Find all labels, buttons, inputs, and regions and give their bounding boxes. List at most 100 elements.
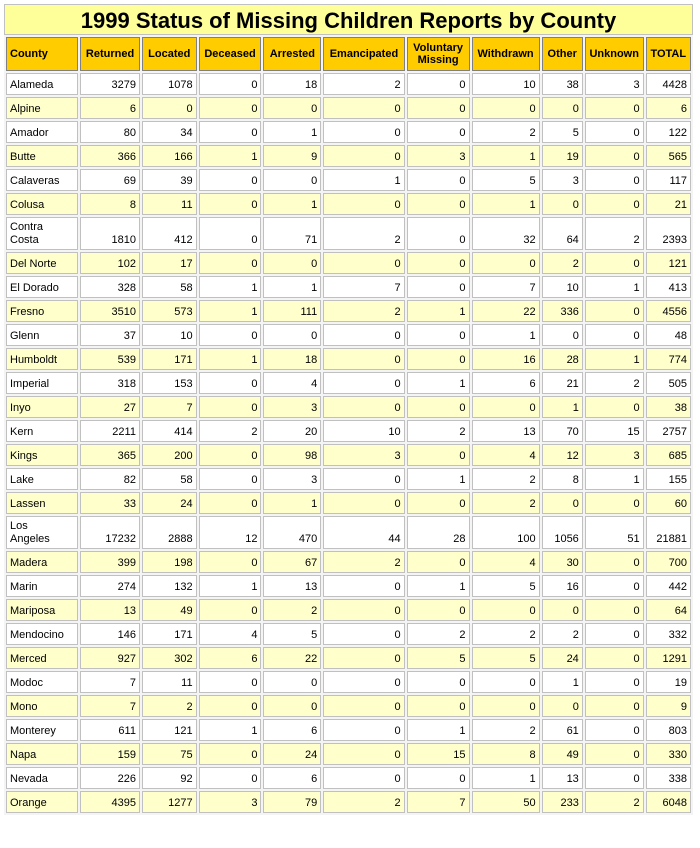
count-cell-unknown: 0: [584, 169, 644, 191]
count-cell-arrested: 71: [263, 217, 322, 250]
count-cell-located: 0: [141, 97, 197, 119]
column-header-voluntary-missing: Voluntary Missing: [406, 37, 470, 71]
count-cell-emancipated: 2: [323, 73, 405, 95]
report-title: 1999 Status of Missing Children Reports …: [4, 4, 693, 35]
count-cell-voluntary-missing: 0: [406, 767, 470, 789]
count-cell-returned: 366: [80, 145, 140, 167]
count-cell-deceased: 2: [198, 420, 262, 442]
count-cell-arrested: 3: [263, 468, 322, 490]
count-cell-other: 0: [541, 599, 583, 621]
count-cell-arrested: 2: [263, 599, 322, 621]
count-cell-deceased: 0: [198, 468, 262, 490]
count-cell-returned: 17232: [80, 516, 140, 549]
count-cell-withdrawn: 32: [471, 217, 540, 250]
table-row: Lake 82 58 0 3 0 1 2 8 1 155: [6, 468, 691, 490]
count-cell-total: 442: [645, 575, 691, 597]
table-row: Calaveras 69 39 0 0 1 0 5 3 0 117: [6, 169, 691, 191]
count-cell-emancipated: 0: [323, 193, 405, 215]
count-cell-returned: 3510: [80, 300, 140, 322]
count-cell-other: 5: [541, 121, 583, 143]
table-row: Amador 80 34 0 1 0 0 2 5 0 122: [6, 121, 691, 143]
column-header-total: TOTAL: [645, 37, 691, 71]
count-cell-other: 1: [541, 671, 583, 693]
county-name-cell: Mendocino: [6, 623, 79, 645]
count-cell-other: 24: [541, 647, 583, 669]
count-cell-located: 2888: [141, 516, 197, 549]
count-cell-unknown: 1: [584, 276, 644, 298]
count-cell-total: 803: [645, 719, 691, 741]
count-cell-deceased: 0: [198, 252, 262, 274]
county-name-cell: Colusa: [6, 193, 79, 215]
table-row: Napa 159 75 0 24 0 15 8 49 0 330: [6, 743, 691, 765]
county-name-cell: Lassen: [6, 492, 79, 514]
count-cell-total: 332: [645, 623, 691, 645]
count-cell-located: 198: [141, 551, 197, 573]
count-cell-emancipated: 0: [323, 324, 405, 346]
count-cell-unknown: 0: [584, 719, 644, 741]
count-cell-arrested: 1: [263, 492, 322, 514]
count-cell-unknown: 2: [584, 217, 644, 250]
count-cell-other: 0: [541, 324, 583, 346]
count-cell-deceased: 1: [198, 348, 262, 370]
count-cell-other: 16: [541, 575, 583, 597]
table-row: Orange 4395 1277 3 79 2 7 50 233 2 6048: [6, 791, 691, 813]
count-cell-voluntary-missing: 0: [406, 492, 470, 514]
count-cell-returned: 69: [80, 169, 140, 191]
count-cell-withdrawn: 5: [471, 647, 540, 669]
column-header-deceased: Deceased: [198, 37, 262, 71]
count-cell-other: 2: [541, 252, 583, 274]
count-cell-voluntary-missing: 0: [406, 169, 470, 191]
count-cell-deceased: 0: [198, 444, 262, 466]
count-cell-withdrawn: 1: [471, 145, 540, 167]
count-cell-unknown: 0: [584, 492, 644, 514]
count-cell-located: 573: [141, 300, 197, 322]
count-cell-returned: 3279: [80, 73, 140, 95]
count-cell-unknown: 0: [584, 396, 644, 418]
count-cell-emancipated: 2: [323, 217, 405, 250]
county-name-cell: Del Norte: [6, 252, 79, 274]
count-cell-emancipated: 0: [323, 97, 405, 119]
table-row: Humboldt 539 171 1 18 0 0 16 28 1 774: [6, 348, 691, 370]
count-cell-withdrawn: 6: [471, 372, 540, 394]
count-cell-voluntary-missing: 3: [406, 145, 470, 167]
count-cell-returned: 159: [80, 743, 140, 765]
count-cell-deceased: 0: [198, 396, 262, 418]
table-body: Alameda 3279 1078 0 18 2 0 10 38 3 4428 Alpine 6 0 0 0 0…: [6, 73, 691, 813]
count-cell-total: 685: [645, 444, 691, 466]
count-cell-deceased: 0: [198, 599, 262, 621]
count-cell-located: 121: [141, 719, 197, 741]
count-cell-voluntary-missing: 0: [406, 695, 470, 717]
count-cell-returned: 399: [80, 551, 140, 573]
count-cell-located: 200: [141, 444, 197, 466]
column-header-emancipated: Emancipated: [323, 37, 405, 71]
table-row: Butte 366 166 1 9 0 3 1 19 0 565: [6, 145, 691, 167]
count-cell-arrested: 111: [263, 300, 322, 322]
count-cell-withdrawn: 0: [471, 695, 540, 717]
count-cell-voluntary-missing: 0: [406, 276, 470, 298]
count-cell-emancipated: 3: [323, 444, 405, 466]
count-cell-other: 64: [541, 217, 583, 250]
count-cell-unknown: 1: [584, 348, 644, 370]
count-cell-located: 414: [141, 420, 197, 442]
count-cell-other: 8: [541, 468, 583, 490]
count-cell-unknown: 0: [584, 599, 644, 621]
count-cell-total: 9: [645, 695, 691, 717]
count-cell-unknown: 0: [584, 647, 644, 669]
count-cell-withdrawn: 1: [471, 324, 540, 346]
count-cell-withdrawn: 0: [471, 671, 540, 693]
count-cell-voluntary-missing: 1: [406, 575, 470, 597]
count-cell-other: 0: [541, 97, 583, 119]
count-cell-located: 92: [141, 767, 197, 789]
count-cell-unknown: 2: [584, 372, 644, 394]
count-cell-returned: 82: [80, 468, 140, 490]
count-cell-returned: 80: [80, 121, 140, 143]
count-cell-withdrawn: 7: [471, 276, 540, 298]
count-cell-returned: 7: [80, 671, 140, 693]
count-cell-voluntary-missing: 0: [406, 348, 470, 370]
count-cell-located: 49: [141, 599, 197, 621]
count-cell-total: 155: [645, 468, 691, 490]
table-row: Glenn 37 10 0 0 0 0 1 0 0 48: [6, 324, 691, 346]
county-name-cell: Mariposa: [6, 599, 79, 621]
count-cell-emancipated: 0: [323, 396, 405, 418]
column-header-returned: Returned: [80, 37, 140, 71]
